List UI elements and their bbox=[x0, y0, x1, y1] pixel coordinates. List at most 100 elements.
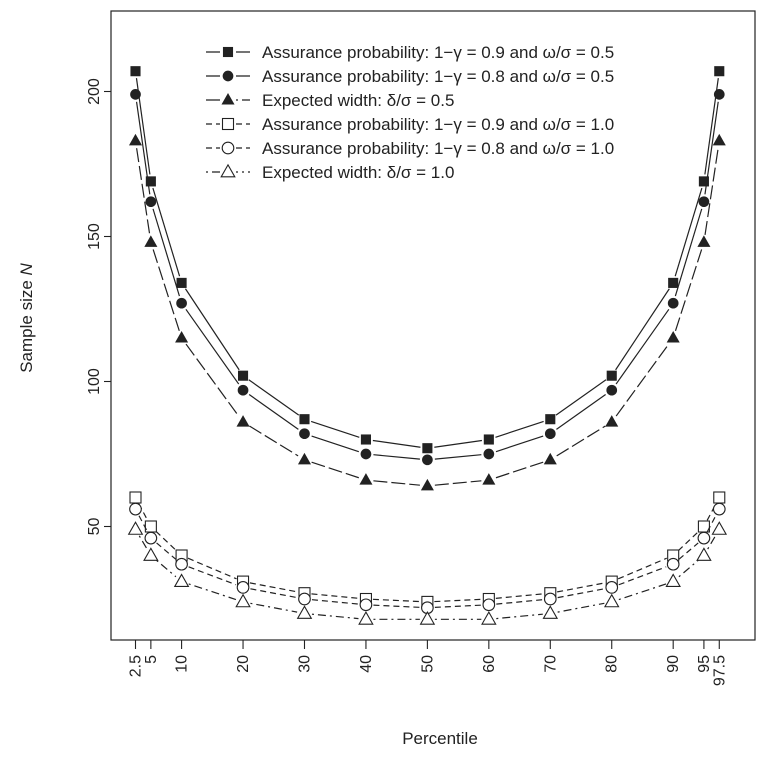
data-point bbox=[696, 547, 712, 561]
data-point bbox=[606, 370, 617, 381]
data-point bbox=[698, 176, 709, 187]
series-line-segment bbox=[311, 599, 359, 605]
series-line-segment bbox=[556, 394, 606, 430]
data-point bbox=[711, 521, 728, 535]
data-point bbox=[296, 605, 313, 619]
legend-label: Assurance probability: 1−γ = 0.8 and ω/σ… bbox=[262, 139, 614, 158]
data-point bbox=[605, 415, 619, 427]
series-line-segment bbox=[557, 582, 605, 593]
series-line-segment bbox=[495, 435, 544, 453]
series-line-segment bbox=[704, 101, 719, 195]
series-line-segment bbox=[674, 187, 703, 277]
data-point bbox=[483, 434, 494, 445]
x-tick-label: 97.5 bbox=[711, 655, 728, 686]
series-line-segment bbox=[618, 566, 667, 586]
data-point bbox=[236, 415, 250, 427]
series-line-segment bbox=[372, 598, 421, 603]
data-point bbox=[173, 573, 190, 588]
x-tick-label: 60 bbox=[481, 655, 498, 673]
data-point bbox=[544, 428, 556, 440]
series-line-segment bbox=[188, 566, 237, 586]
legend-marker bbox=[221, 93, 235, 105]
data-point bbox=[668, 277, 679, 288]
data-point bbox=[697, 235, 711, 247]
legend-marker bbox=[221, 117, 235, 131]
series-line-segment bbox=[138, 515, 148, 532]
series-line-segment bbox=[248, 379, 300, 416]
series-line-segment bbox=[495, 593, 544, 599]
series-line-segment bbox=[249, 425, 299, 457]
data-point bbox=[666, 557, 680, 571]
legend-label: Expected width: δ/σ = 0.5 bbox=[262, 91, 454, 110]
data-point bbox=[713, 89, 725, 100]
x-tick-label: 2.5 bbox=[128, 655, 145, 677]
series-line-segment bbox=[496, 613, 543, 620]
data-point bbox=[144, 235, 158, 247]
data-point bbox=[606, 384, 618, 396]
data-point bbox=[144, 520, 157, 533]
series-line-segment bbox=[434, 604, 482, 608]
data-point bbox=[129, 502, 142, 516]
legend-label: Assurance probability: 1−γ = 0.8 and ω/σ… bbox=[262, 67, 614, 86]
data-point bbox=[145, 196, 157, 208]
data-point bbox=[545, 414, 556, 425]
x-tick-label: 95 bbox=[696, 655, 713, 673]
data-point bbox=[358, 611, 374, 625]
data-point bbox=[298, 592, 311, 606]
series-line-segment bbox=[704, 148, 719, 235]
series-line-segment bbox=[707, 535, 716, 550]
data-point bbox=[713, 491, 726, 504]
data-point bbox=[299, 414, 310, 425]
legend-label: Assurance probability: 1−γ = 0.9 and ω/σ… bbox=[262, 43, 614, 62]
legend-marker bbox=[221, 141, 235, 155]
data-point bbox=[543, 452, 557, 465]
series-3 bbox=[128, 133, 726, 491]
data-point bbox=[143, 547, 159, 561]
data-point bbox=[697, 531, 711, 545]
series-line-segment bbox=[311, 613, 359, 620]
data-point bbox=[130, 89, 141, 100]
series-line-segment bbox=[615, 343, 670, 417]
series-line-segment bbox=[677, 530, 700, 552]
series-line-segment bbox=[185, 308, 240, 385]
data-point bbox=[712, 133, 726, 146]
data-point bbox=[422, 454, 433, 466]
plot-frame bbox=[110, 10, 756, 641]
y-tick-label: 100 bbox=[86, 368, 103, 395]
data-point bbox=[667, 297, 679, 309]
data-point bbox=[175, 557, 188, 571]
legend-entry-2: Assurance probability: 1−γ = 0.8 and ω/σ… bbox=[206, 67, 614, 86]
series-line-segment bbox=[311, 435, 360, 453]
x-tick-label: 80 bbox=[604, 655, 621, 673]
legend: Assurance probability: 1−γ = 0.9 and ω/σ… bbox=[206, 43, 614, 182]
data-point bbox=[130, 66, 141, 77]
x-tick-label: 5 bbox=[143, 655, 160, 664]
series-line-segment bbox=[156, 559, 177, 578]
x-tick-label: 90 bbox=[665, 655, 682, 673]
series-line-segment bbox=[311, 461, 360, 479]
data-point bbox=[360, 434, 371, 445]
series-line-segment bbox=[496, 599, 543, 605]
data-point bbox=[422, 443, 433, 454]
legend-label: Expected width: δ/σ = 1.0 bbox=[262, 163, 454, 182]
series-layer bbox=[127, 66, 728, 625]
data-point bbox=[359, 598, 373, 612]
series-line-segment bbox=[311, 593, 360, 599]
data-point bbox=[235, 593, 251, 608]
data-point bbox=[603, 593, 620, 608]
series-line-segment bbox=[250, 602, 298, 613]
x-tick-label: 40 bbox=[358, 655, 375, 673]
data-point bbox=[666, 331, 680, 343]
series-line-segment bbox=[184, 288, 240, 371]
data-point bbox=[542, 605, 559, 619]
data-point bbox=[543, 592, 557, 606]
legend-entry-3: Expected width: δ/σ = 0.5 bbox=[206, 91, 454, 110]
series-line-segment bbox=[250, 588, 298, 599]
legend-entry-6: Expected width: δ/σ = 1.0 bbox=[206, 163, 454, 182]
legend-entry-4: Assurance probability: 1−γ = 0.9 and ω/σ… bbox=[206, 115, 614, 134]
series-line-segment bbox=[706, 515, 717, 532]
data-point bbox=[605, 581, 619, 594]
